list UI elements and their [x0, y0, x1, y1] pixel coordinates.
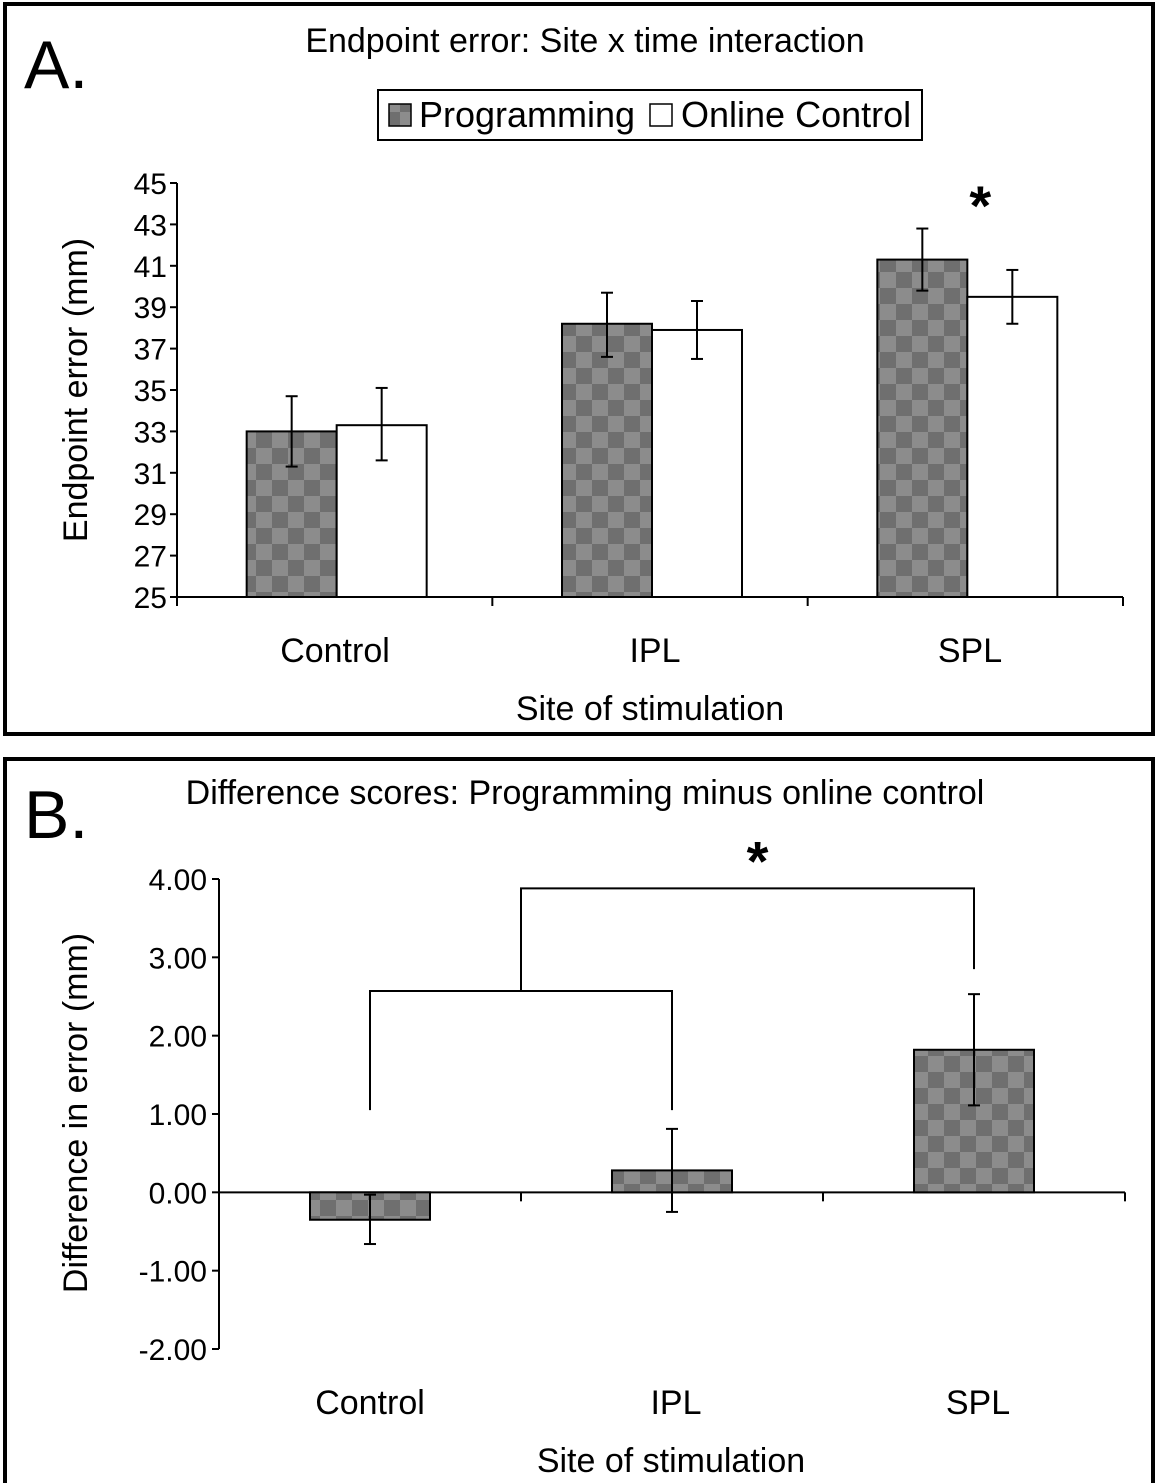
significance-star: * — [747, 829, 769, 892]
chart-a-x-axis-label: Site of stimulation — [516, 690, 784, 728]
legend-swatch-online-control — [649, 103, 673, 127]
chart-b-category-control: Control — [315, 1384, 425, 1422]
chart-b-category-ipl: IPL — [650, 1384, 701, 1422]
chart-b-y-tick-label: -2.00 — [139, 1334, 207, 1367]
chart-a-category-ipl: IPL — [629, 632, 680, 670]
legend-box — [377, 89, 923, 141]
chart-a-y-tick-label: 31 — [134, 458, 167, 491]
bar-programming-ipl — [561, 322, 653, 598]
chart-a-y-tick-label: 43 — [134, 209, 167, 242]
legend-label-online-control: Online Control — [681, 94, 911, 135]
chart-b-y-tick-label: 4.00 — [149, 864, 207, 897]
legend-label-programming: Programming — [419, 94, 635, 135]
chart-b-plot: -2.00 -1.00 0.00 1.00 2.00 3.00 4.00 * — [139, 829, 1126, 1367]
legend: Programming Online Control — [377, 89, 923, 141]
chart-b-category-spl: SPL — [946, 1384, 1010, 1422]
chart-a-y-tick-label: 41 — [134, 251, 167, 284]
chart-a-y-tick-label: 39 — [134, 292, 167, 325]
bar-online-control-ipl — [651, 328, 743, 598]
chart-a-y-tick-label: 27 — [134, 541, 167, 574]
chart-b-y-axis-label: Difference in error (mm) — [57, 933, 95, 1293]
chart-a-y-axis-label: Endpoint error (mm) — [57, 238, 95, 542]
chart-a-y-tick-label: 29 — [134, 499, 167, 532]
chart-b-y-tick-label: 1.00 — [149, 1099, 207, 1132]
chart-b-y-tick-label: 0.00 — [149, 1177, 207, 1210]
chart-a-category-spl: SPL — [938, 632, 1002, 670]
bar-programming-spl — [876, 258, 969, 598]
panel-a-letter: A. — [24, 27, 88, 103]
chart-a-y-tick-label: 33 — [134, 416, 167, 449]
chart-a-y-tick-label: 37 — [134, 334, 167, 367]
legend-swatch-programming — [388, 103, 412, 127]
panel-b-title: Difference scores: Programming minus onl… — [186, 774, 985, 812]
chart-b-y-tick-label: -1.00 — [139, 1256, 207, 1289]
comparison-bracket-control-ipl — [369, 990, 673, 1111]
panel-a-frame — [3, 2, 1155, 736]
comparison-bracket-top — [520, 887, 975, 992]
chart-b-y-tick-label: 3.00 — [149, 942, 207, 975]
significance-star: * — [969, 174, 991, 237]
chart-a-y-tick-label: 35 — [134, 375, 167, 408]
chart-b-x-axis-label: Site of stimulation — [537, 1442, 805, 1480]
chart-a-plot: 25 27 29 31 33 35 37 39 41 43 45 * — [134, 168, 1124, 615]
chart-b-y-tick-label: 2.00 — [149, 1021, 207, 1054]
panel-a-title: Endpoint error: Site x time interaction — [305, 22, 864, 60]
chart-a-y-tick-label: 45 — [134, 168, 167, 201]
panel-b-frame — [3, 757, 1155, 1483]
chart-a-y-tick-label: 25 — [134, 582, 167, 615]
panel-b-letter: B. — [24, 777, 88, 853]
bar-online-control-spl — [966, 295, 1059, 598]
chart-a-category-control: Control — [280, 632, 390, 670]
